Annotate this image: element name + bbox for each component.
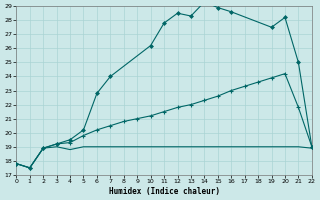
X-axis label: Humidex (Indice chaleur): Humidex (Indice chaleur) [108,187,220,196]
